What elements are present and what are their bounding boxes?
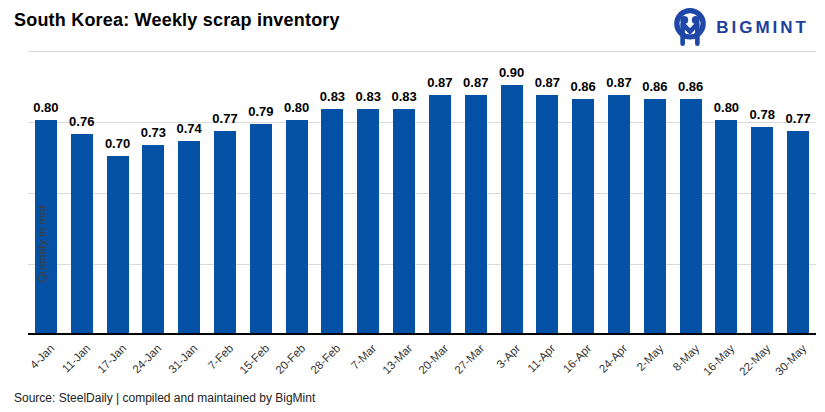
bar-27-Mar — [465, 95, 487, 333]
bar-22-May — [751, 127, 773, 333]
bar-value-label: 0.76 — [60, 114, 104, 129]
bar-28-Feb — [321, 109, 343, 333]
y-axis-title: Quantity in mnt — [36, 104, 48, 384]
bigmint-logo: BIGMINT — [671, 8, 809, 48]
bar-31-Jan — [178, 141, 200, 333]
bar-7-Feb — [214, 131, 236, 333]
bigmint-logo-icon — [671, 8, 709, 48]
bar-13-Mar — [393, 109, 415, 333]
bar-24-Apr — [608, 95, 630, 333]
bar-20-Feb — [286, 120, 308, 333]
bar-8-May — [680, 99, 702, 333]
bigmint-logo-text: BIGMINT — [716, 18, 809, 38]
chart-page: South Korea: Weekly scrap inventory BIGM… — [0, 0, 825, 412]
bar-7-Mar — [357, 109, 379, 333]
bar-11-Apr — [536, 95, 558, 333]
bar-11-Jan — [71, 134, 93, 333]
source-attribution: Source: SteelDaily | compiled and mainta… — [14, 391, 315, 405]
bar-30-May — [787, 131, 809, 333]
bar-value-label: 0.86 — [669, 79, 713, 94]
bar-chart-plot-area: 0.800.760.700.730.740.770.790.800.830.83… — [28, 51, 816, 335]
chart-title: South Korea: Weekly scrap inventory — [14, 10, 340, 31]
bar-16-Apr — [572, 99, 594, 333]
bar-3-Apr — [501, 85, 523, 334]
bar-2-May — [644, 99, 666, 333]
gridline-1 — [28, 51, 816, 52]
bar-24-Jan — [142, 145, 164, 333]
bar-value-label: 0.83 — [382, 89, 426, 104]
bar-16-May — [715, 120, 737, 333]
bar-15-Feb — [250, 124, 272, 333]
bar-value-label: 0.77 — [776, 111, 820, 126]
bar-20-Mar — [429, 95, 451, 333]
bar-17-Jan — [107, 156, 129, 334]
